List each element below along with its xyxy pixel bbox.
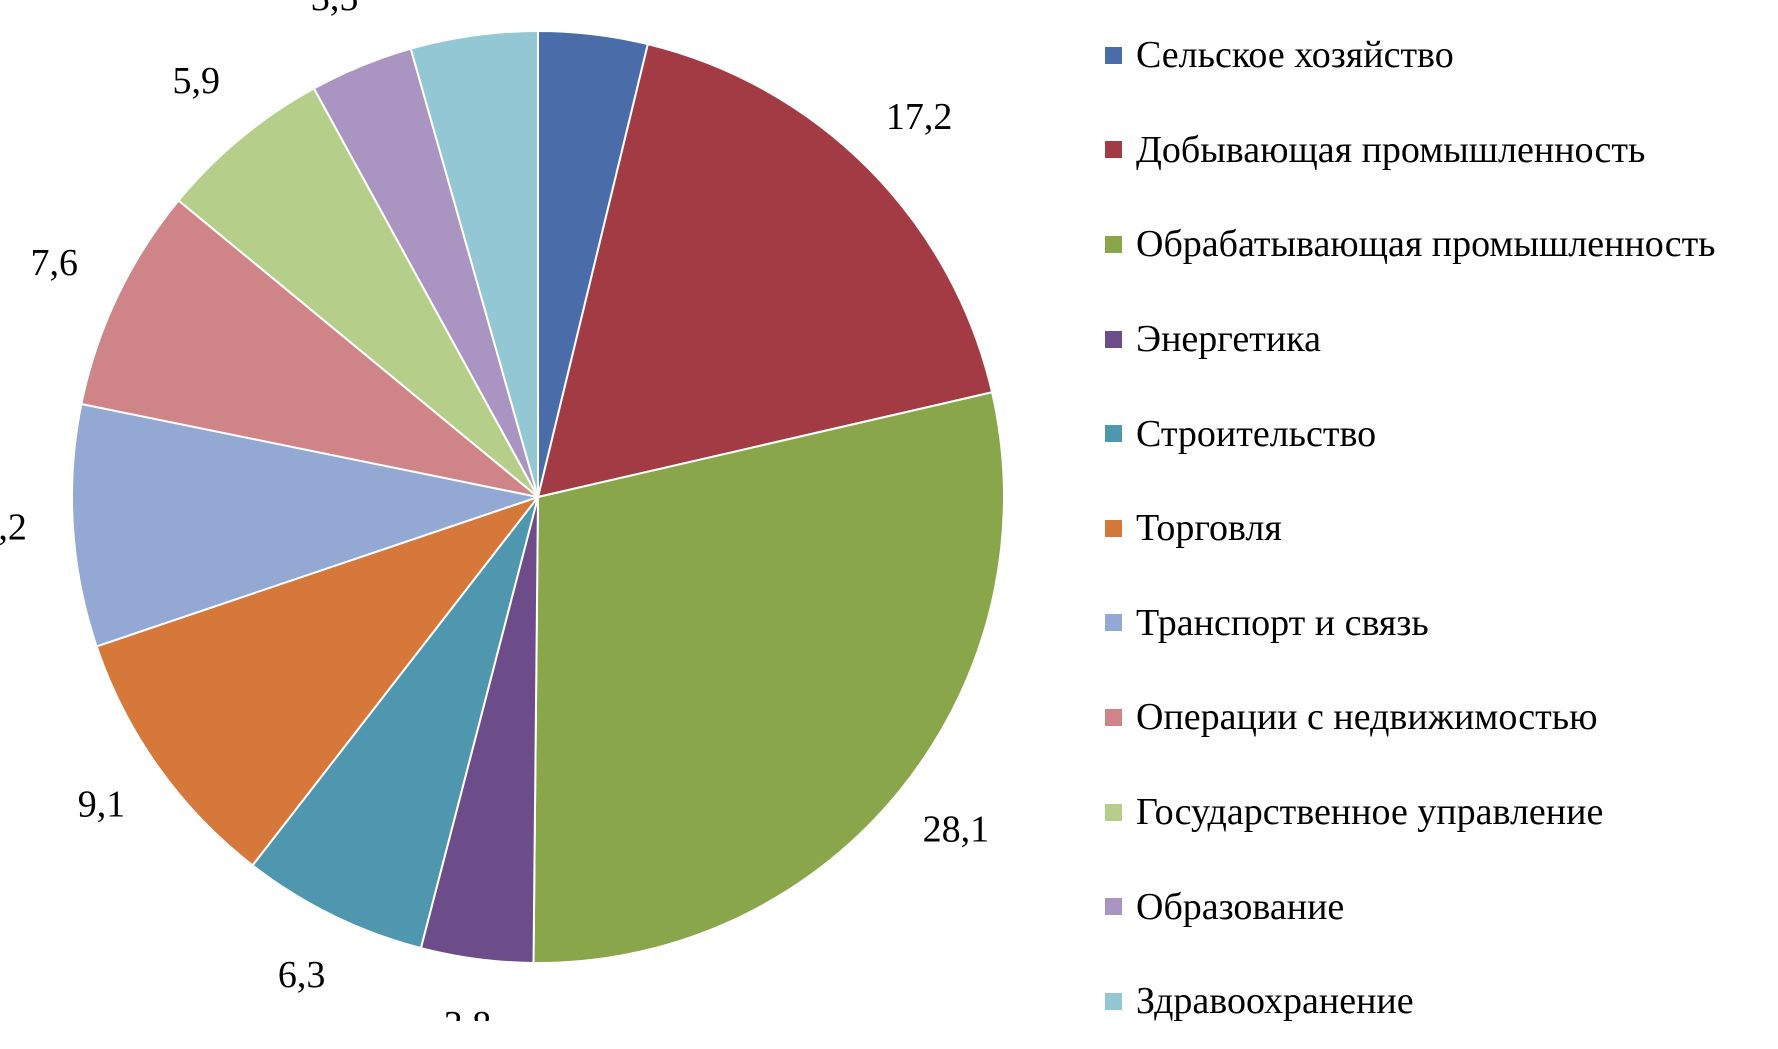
legend-swatch [1105, 425, 1122, 443]
data-label: 3,5 [311, 0, 359, 19]
pie-slice [536, 42, 994, 499]
legend-label: Государственное управление [1136, 791, 1604, 834]
legend-swatch [1105, 330, 1122, 348]
pie-plot-area: 3,717,228,13,86,39,18,27,65,93,54,3 [0, 0, 1005, 1021]
legend-swatch [1105, 235, 1122, 253]
legend-label: Энергетика [1136, 318, 1321, 361]
legend-item: Транспорт и связь [1105, 576, 1778, 671]
legend: Сельское хозяйство Добывающая промышленно… [1105, 8, 1778, 1049]
legend-item: Образование [1105, 859, 1778, 954]
legend-item: Энергетика [1105, 292, 1778, 387]
legend-label: Здравоохранение [1136, 980, 1414, 1023]
legend-item: Здравоохранение [1105, 954, 1778, 1049]
data-label: 28,1 [923, 808, 990, 850]
pie-slices [71, 29, 1005, 964]
pie-slice [409, 29, 539, 498]
pie-slice [95, 494, 541, 867]
data-label: 9,1 [78, 784, 126, 826]
pie-slice [71, 402, 542, 648]
legend-swatch [1105, 898, 1122, 916]
legend-swatch [1105, 708, 1122, 726]
data-labels: 3,717,228,13,86,39,18,27,65,93,54,3 [0, 0, 989, 1021]
pie-chart: 3,717,228,13,86,39,18,27,65,93,54,3 Сель… [0, 0, 1716, 1021]
legend-swatch [1105, 803, 1122, 821]
data-label: 8,2 [0, 506, 27, 548]
legend-label: Торговля [1136, 507, 1282, 550]
legend-label: Обрабатывающая промышленность [1136, 223, 1716, 266]
legend-item: Операции с недвижимостью [1105, 670, 1778, 765]
legend-label: Операции с недвижимостью [1136, 696, 1598, 739]
legend-item: Строительство [1105, 386, 1778, 481]
legend-label: Транспорт и связь [1136, 601, 1429, 644]
legend-swatch [1105, 141, 1122, 159]
legend-item: Сельское хозяйство [1105, 8, 1778, 103]
legend-item: Торговля [1105, 481, 1778, 576]
data-label: 7,6 [31, 242, 79, 284]
pie-slice [177, 87, 539, 498]
legend-item: Добывающая промышленность [1105, 103, 1778, 198]
legend-label: Сельское хозяйство [1136, 34, 1454, 77]
legend-label: Образование [1136, 885, 1345, 928]
pie-slice [251, 496, 539, 950]
legend-swatch [1105, 46, 1122, 64]
legend-item: Обрабатывающая промышленность [1105, 197, 1778, 292]
data-label: 5,9 [173, 60, 221, 102]
pie-slice [80, 199, 539, 498]
legend-label: Добывающая промышленность [1136, 128, 1646, 171]
legend-swatch [1105, 519, 1122, 537]
legend-swatch [1105, 614, 1122, 632]
data-label: 3,8 [444, 1004, 492, 1021]
legend-swatch [1105, 992, 1122, 1010]
legend-label: Строительство [1136, 412, 1377, 455]
data-label: 17,2 [886, 96, 953, 138]
data-label: 6,3 [278, 954, 326, 996]
pie-slice [532, 391, 1005, 964]
legend-item: Государственное управление [1105, 765, 1778, 860]
